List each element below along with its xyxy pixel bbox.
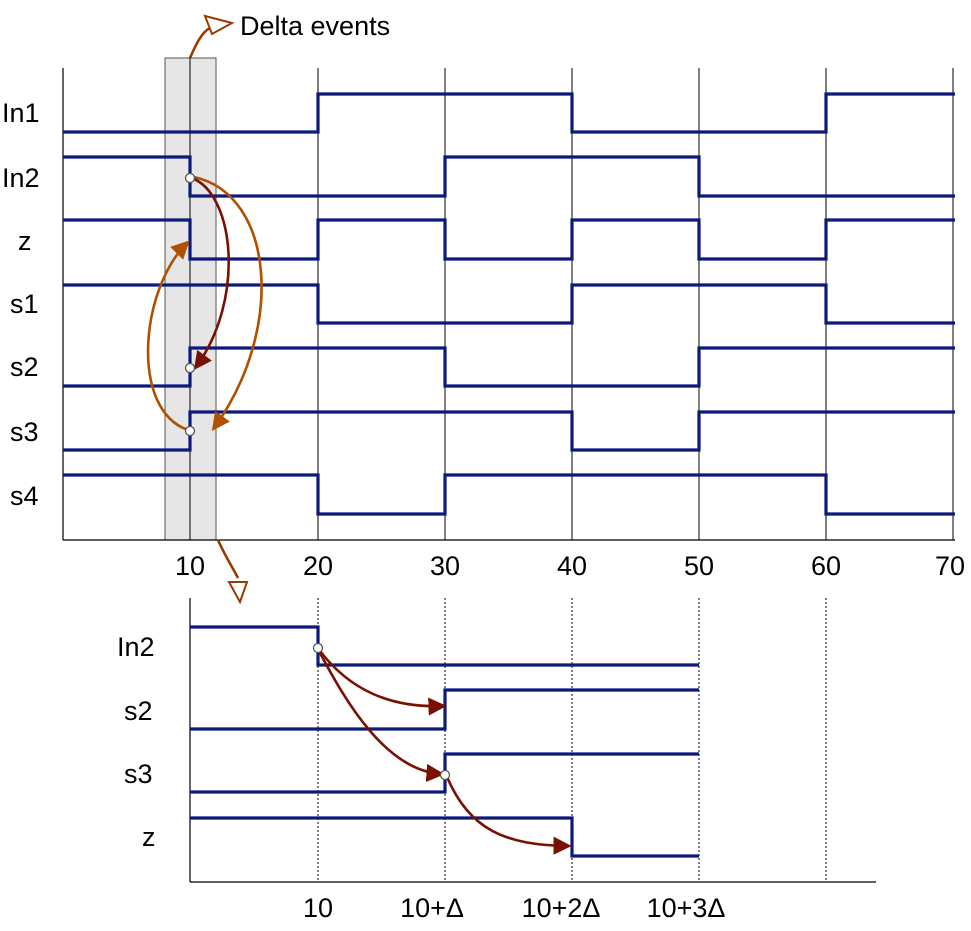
arrow-s3-to-z xyxy=(146,240,190,432)
label-s1: s1 xyxy=(10,289,39,319)
zoom-arrow-s3-to-z xyxy=(445,776,572,855)
zoom-event-node-s3 xyxy=(439,769,451,781)
waveform-s3 xyxy=(63,410,955,452)
tick-70: 70 xyxy=(935,551,965,581)
label-s2: s2 xyxy=(10,352,39,382)
zoom-arrow-In2-to-s2 xyxy=(318,650,447,716)
zoom-label-In2: In2 xyxy=(117,632,155,662)
event-node-s2 xyxy=(184,362,196,374)
waveform-s2 xyxy=(63,346,955,388)
zoom-tick-10-delta: 10+Δ xyxy=(400,893,464,923)
label-s3: s3 xyxy=(10,417,39,447)
label-s4: s4 xyxy=(10,481,39,511)
zoom-grid xyxy=(189,598,876,883)
event-node-s3 xyxy=(184,425,196,437)
waveform-s4 xyxy=(63,473,955,516)
zoom-label-s2: s2 xyxy=(124,696,153,726)
zoom-tick-10-2delta: 10+2Δ xyxy=(522,893,601,923)
zoom-tick-10-3delta: 10+3Δ xyxy=(647,893,726,923)
zoom-pointer-arrow xyxy=(216,539,240,579)
waveform-z xyxy=(63,218,955,261)
annotation-delta-events: Delta events xyxy=(240,11,390,41)
zoom-pointer-head xyxy=(227,581,249,605)
zoom-tick-10: 10 xyxy=(303,893,333,923)
waveform-s1 xyxy=(63,283,955,325)
tick-10: 10 xyxy=(175,551,205,581)
waveform-In2 xyxy=(63,155,955,198)
tick-20: 20 xyxy=(303,551,333,581)
zoom-event-node-In2 xyxy=(312,642,324,654)
zoom-arrow-In2-to-s3 xyxy=(318,652,445,783)
zoom-label-z: z xyxy=(142,822,156,852)
label-z: z xyxy=(18,226,32,256)
tick-50: 50 xyxy=(684,551,714,581)
annotation-pointer-arrow xyxy=(188,26,211,59)
zoom-label-s3: s3 xyxy=(124,759,153,789)
annotation-pointer-head xyxy=(203,14,235,36)
arrow-In2-to-s3 xyxy=(193,175,263,431)
label-In2: In2 xyxy=(2,163,40,193)
tick-60: 60 xyxy=(811,551,841,581)
tick-30: 30 xyxy=(430,551,460,581)
tick-40: 40 xyxy=(557,551,587,581)
arrow-In2-to-s2 xyxy=(191,176,230,370)
waveform-In1 xyxy=(63,92,955,134)
zoom-waveform-z xyxy=(190,816,699,858)
zoom-waveform-s2 xyxy=(190,688,699,731)
event-node-In2 xyxy=(184,172,196,184)
label-In1: In1 xyxy=(2,98,40,128)
